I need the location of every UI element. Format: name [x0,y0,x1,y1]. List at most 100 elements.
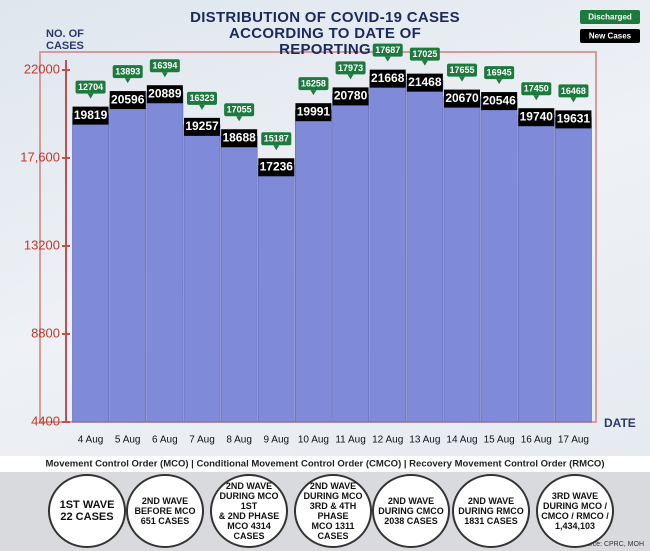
discharged-tag [261,132,292,146]
new-cases-label: 20889 [148,86,182,100]
discharged-tag [521,82,552,96]
new-cases-label: 20780 [334,89,368,103]
discharged-pointer [496,79,503,85]
wave-text: 2ND WAVE [467,496,515,506]
source: Source: CPRC, MOH [578,541,644,548]
legend-label: New Cases [589,32,632,41]
x-tick-label: 5 Aug [115,435,141,446]
discharged-label: 16394 [152,61,177,71]
wave-text: DURING CMCO [378,506,444,516]
discharged-pointer [570,97,577,103]
new-cases-tag [481,92,518,111]
new-cases-tag [406,73,443,92]
x-tick-label: 12 Aug [372,435,403,446]
wave-circle: 2ND WAVE BEFORE MCO 651 CASES [126,474,204,548]
discharged-pointer [421,60,428,66]
discharged-label: 17450 [524,84,549,94]
new-cases-label: 20546 [482,93,516,107]
discharged-label: 16468 [561,86,586,96]
discharged-pointer [347,74,354,80]
discharged-label: 16258 [301,79,326,89]
new-cases-tag [221,129,258,148]
wave-text: 2ND WAVE [387,496,435,506]
wave-text: DURING RMCO [458,506,524,516]
wave-text: 1,434,103 [554,521,596,531]
wave-text: BEFORE MCO [134,506,196,516]
new-cases-label: 19740 [520,109,554,123]
x-tick-label: 10 Aug [298,435,329,446]
new-cases-tag [555,110,592,129]
wave-text: 2ND WAVE [309,481,357,491]
y-tick-label: 22000 [24,61,60,76]
bar [183,124,221,423]
wave-text: 2ND WAVE [141,496,189,506]
legend-swatch [580,10,640,24]
x-tick-label: 17 Aug [558,435,589,446]
discharged-label: 17655 [449,65,474,75]
bar [109,97,147,423]
bar [332,94,369,423]
wave-text: DURING MCO 1ST [219,491,279,511]
wave-text: CASES [233,531,265,541]
discharged-tag [112,65,143,79]
discharged-tag [149,59,180,73]
wave-circle: 3RD WAVE DURING MCO / CMCO / RMCO /1,434,1… [536,474,614,548]
footer-strip [0,456,650,472]
wave-text: 651 CASES [140,516,190,526]
wave-text: 2ND WAVE [225,481,273,491]
discharged-tag [372,43,403,57]
wave-text: 3RD & 4TH PHASE [309,501,357,521]
wave-text: 1831 CASES [464,516,518,526]
x-tick-label: 16 Aug [521,435,552,446]
discharged-label: 16945 [487,67,512,77]
bar [72,113,109,423]
wave-circle: 1ST WAVE 22 CASES [48,474,126,548]
wave-text: MCO 1311 [311,521,355,531]
new-cases-tag [72,106,109,125]
discharged-pointer [273,145,280,151]
new-cases-label: 20670 [445,91,479,105]
discharged-tag [224,103,255,117]
discharged-tag [335,61,366,75]
discharged-pointer [124,78,131,84]
new-cases-tag [184,117,220,136]
discharged-label: 17687 [375,45,400,55]
wave-circle: 2ND WAVE DURING MCO 3RD & 4TH PHASE MCO 131… [294,474,372,548]
bar [517,114,555,423]
discharged-pointer [384,56,391,62]
discharged-pointer [87,93,94,99]
discharged-tag [75,80,106,94]
wave-text: 2038 CASES [384,516,438,526]
discharged-tag [187,91,217,105]
wave-text: 1ST WAVE [59,499,115,511]
new-cases-label: 20596 [111,92,145,106]
x-tick-label: 11 Aug [335,435,365,446]
x-tick-label: 6 Aug [152,435,178,446]
wave-text: 22 CASES [60,511,114,523]
legend-label: Discharged [588,13,632,22]
chart-title: DISTRIBUTION OF COVID-19 CASES ACCORDING… [190,9,460,58]
wave-text: 3RD WAVE [551,491,599,501]
wave-circle: 2ND WAVE DURING CMCO 2038 CASES [372,474,450,548]
wave-text: DURING MCO [303,491,363,501]
discharged-label: 13893 [115,66,140,76]
discharged-tag [447,63,477,77]
bar [295,109,332,423]
new-cases-tag [332,87,369,106]
discharged-tag [409,47,440,61]
wave-text: & 2ND PHASE [218,511,280,521]
x-tick-label: 9 Aug [263,435,289,446]
wave-text: DURING MCO / [543,501,607,511]
discharged-pointer [236,116,243,122]
discharged-tag [558,84,589,98]
y-tick-label: 8800 [31,325,60,340]
new-cases-tag [146,85,183,104]
discharged-label: 17025 [412,49,437,59]
y-tick-label: 13200 [24,237,60,252]
new-cases-tag [369,69,406,88]
discharged-tag [484,66,515,80]
x-tick-label: 13 Aug [409,435,440,446]
discharged-pointer [459,76,465,82]
